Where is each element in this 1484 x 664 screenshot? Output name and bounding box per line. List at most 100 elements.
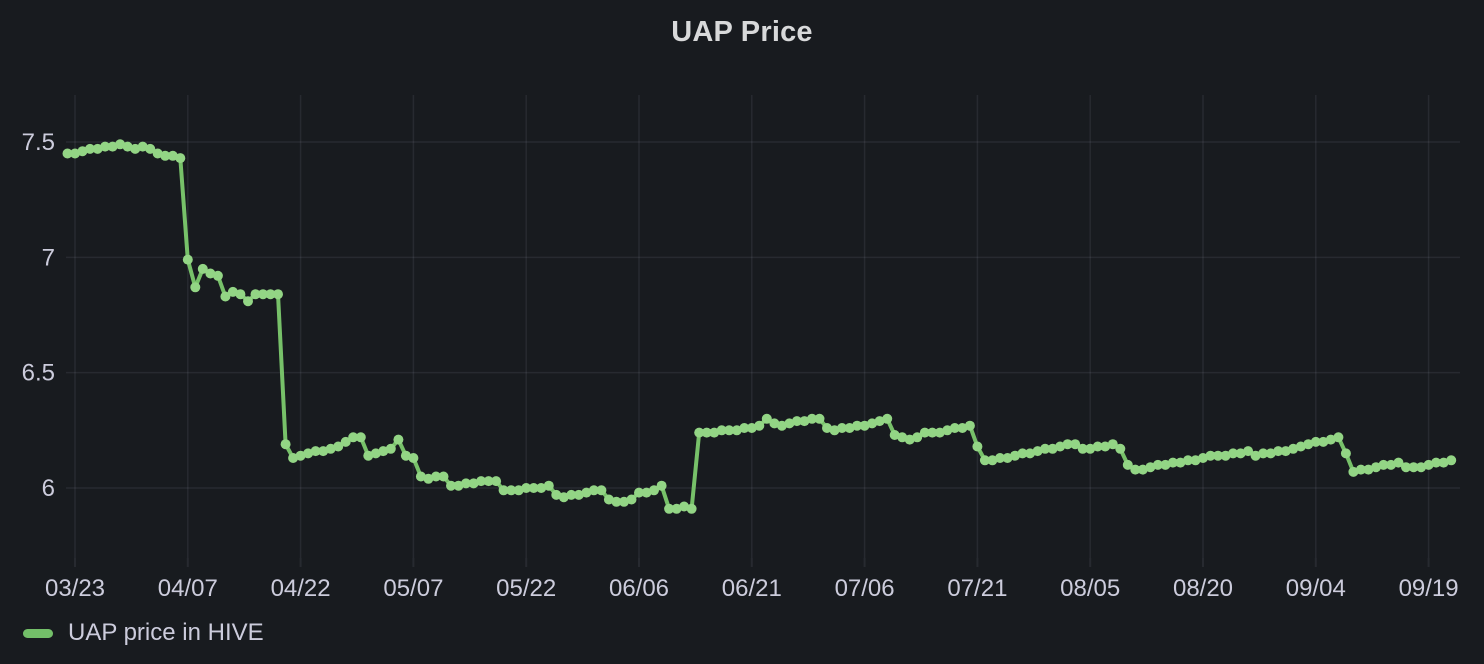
data-point[interactable] — [776, 420, 787, 431]
data-point[interactable] — [912, 432, 923, 443]
data-point[interactable] — [1205, 450, 1216, 461]
data-point[interactable] — [746, 423, 757, 433]
data-point[interactable] — [1070, 439, 1081, 450]
data-point[interactable] — [1243, 446, 1254, 457]
data-point[interactable] — [62, 148, 73, 159]
data-point[interactable] — [904, 434, 915, 445]
data-point[interactable] — [656, 480, 667, 491]
data-point[interactable] — [235, 289, 246, 300]
data-point[interactable] — [1092, 441, 1103, 452]
data-point[interactable] — [1310, 436, 1321, 447]
data-point[interactable] — [506, 485, 517, 496]
data-point[interactable] — [1258, 448, 1269, 459]
data-point[interactable] — [167, 150, 178, 161]
data-point[interactable] — [1288, 443, 1299, 454]
data-point[interactable] — [385, 443, 396, 454]
data-point[interactable] — [1002, 453, 1013, 463]
data-point[interactable] — [844, 423, 855, 433]
data-point[interactable] — [182, 254, 193, 265]
data-point[interactable] — [588, 485, 599, 496]
data-point[interactable] — [1333, 432, 1344, 443]
data-point[interactable] — [694, 427, 705, 438]
data-point[interactable] — [1235, 448, 1246, 459]
data-point[interactable] — [536, 483, 547, 493]
data-point[interactable] — [799, 416, 810, 427]
data-point[interactable] — [603, 494, 614, 505]
data-point[interactable] — [1393, 457, 1404, 468]
data-point[interactable] — [874, 416, 885, 427]
data-point[interactable] — [919, 427, 930, 438]
data-point[interactable] — [573, 489, 584, 500]
data-point[interactable] — [295, 450, 306, 461]
data-point[interactable] — [837, 423, 847, 433]
data-point[interactable] — [483, 476, 494, 487]
data-point[interactable] — [1213, 450, 1223, 461]
data-point[interactable] — [1401, 462, 1411, 473]
data-point[interactable] — [160, 150, 171, 161]
data-point[interactable] — [761, 413, 772, 424]
data-point[interactable] — [190, 282, 201, 293]
data-point[interactable] — [664, 503, 675, 514]
data-point[interactable] — [1062, 439, 1073, 450]
data-point[interactable] — [446, 480, 456, 491]
data-point[interactable] — [340, 436, 351, 447]
data-point[interactable] — [1303, 439, 1314, 450]
data-point[interactable] — [1318, 436, 1329, 447]
data-point[interactable] — [807, 413, 817, 424]
data-point[interactable] — [205, 268, 216, 279]
data-point[interactable] — [679, 501, 690, 512]
data-point[interactable] — [1100, 441, 1111, 452]
data-point[interactable] — [769, 418, 780, 429]
data-point[interactable] — [227, 286, 238, 297]
data-point[interactable] — [288, 453, 299, 463]
data-point[interactable] — [942, 425, 953, 436]
data-point[interactable] — [596, 485, 607, 496]
data-point[interactable] — [303, 448, 314, 459]
data-point[interactable] — [513, 485, 524, 496]
data-point[interactable] — [325, 443, 336, 454]
data-point[interactable] — [438, 471, 449, 482]
data-point[interactable] — [1130, 464, 1141, 475]
data-point[interactable] — [70, 148, 80, 159]
data-point[interactable] — [1160, 459, 1171, 470]
data-point[interactable] — [77, 146, 88, 157]
data-point[interactable] — [273, 289, 283, 300]
data-point[interactable] — [619, 496, 629, 507]
data-point[interactable] — [543, 480, 554, 491]
data-point[interactable] — [348, 432, 359, 443]
data-point[interactable] — [122, 141, 133, 152]
data-point[interactable] — [716, 425, 727, 436]
data-point[interactable] — [1431, 457, 1442, 468]
data-point[interactable] — [1017, 448, 1028, 459]
data-point[interactable] — [1077, 443, 1088, 454]
data-point[interactable] — [243, 296, 253, 307]
data-point[interactable] — [1446, 455, 1457, 466]
data-point[interactable] — [423, 473, 434, 484]
data-point[interactable] — [1295, 441, 1306, 452]
data-point[interactable] — [829, 425, 840, 436]
data-point[interactable] — [1325, 434, 1336, 445]
data-point[interactable] — [1438, 457, 1449, 468]
data-point[interactable] — [333, 441, 344, 452]
data-point[interactable] — [1386, 459, 1396, 470]
data-point[interactable] — [310, 446, 321, 457]
data-point[interactable] — [641, 487, 652, 498]
data-point[interactable] — [1280, 446, 1291, 457]
data-point[interactable] — [814, 413, 825, 424]
data-point[interactable] — [634, 487, 644, 498]
data-point[interactable] — [1025, 448, 1035, 459]
data-point[interactable] — [378, 446, 389, 457]
data-point[interactable] — [318, 446, 329, 457]
series-uap-price[interactable] — [62, 139, 1457, 514]
data-point[interactable] — [927, 427, 938, 438]
data-point[interactable] — [1265, 448, 1276, 459]
data-point[interactable] — [250, 289, 261, 300]
data-point[interactable] — [626, 494, 637, 505]
data-point[interactable] — [979, 455, 990, 466]
data-point[interactable] — [1250, 450, 1261, 461]
data-point[interactable] — [784, 418, 795, 429]
data-point[interactable] — [897, 432, 908, 443]
data-point[interactable] — [1190, 455, 1201, 466]
data-point[interactable] — [701, 427, 712, 438]
data-point[interactable] — [521, 483, 532, 493]
